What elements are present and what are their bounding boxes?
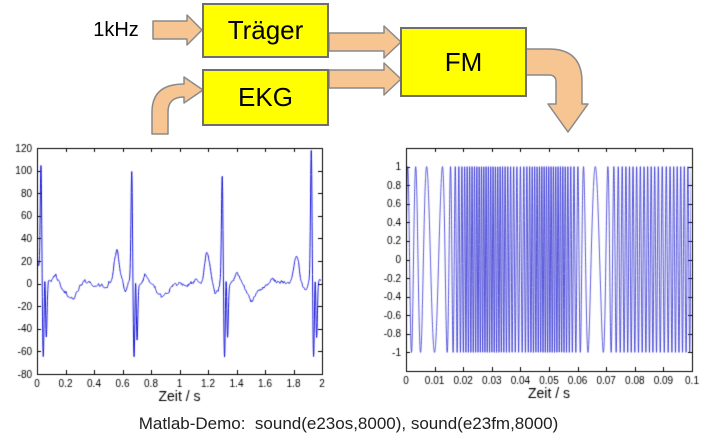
matlab-demo-caption: Matlab-Demo: sound(e23os,8000), sound(e2… bbox=[138, 414, 559, 433]
block-traeger-label: Träger bbox=[227, 15, 304, 45]
block-ekg: EKG bbox=[202, 69, 329, 126]
block-ekg-label: EKG bbox=[238, 82, 293, 112]
block-traeger: Träger bbox=[202, 3, 329, 58]
fm-plot-canvas bbox=[368, 138, 711, 406]
fm-plot bbox=[368, 138, 711, 406]
flow-arrows bbox=[151, 14, 589, 135]
curved-arrow-into-ekg-icon bbox=[151, 76, 204, 135]
block-fm: FM bbox=[400, 27, 527, 97]
input-frequency-label: 1kHz bbox=[93, 19, 139, 41]
ekg-plot bbox=[0, 138, 336, 406]
arrow-right-1khz-to-traeger-icon bbox=[152, 14, 203, 46]
ekg-plot-canvas bbox=[0, 138, 336, 406]
block-fm-label: FM bbox=[444, 46, 483, 77]
arrow-right-traeger-to-fm-icon bbox=[328, 25, 402, 59]
arrow-right-ekg-to-fm-icon bbox=[328, 62, 402, 96]
curved-arrow-fm-output-icon bbox=[525, 48, 589, 133]
fm-block-diagram: 1kHz Träger EKG FM bbox=[0, 0, 711, 140]
